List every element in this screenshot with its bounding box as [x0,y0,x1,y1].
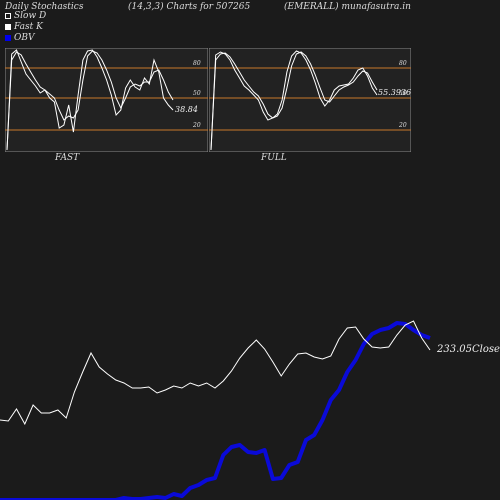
legend-label-obv: OBV [14,33,35,43]
chart-title: Daily Stochastics [5,2,84,12]
chart-params: (14,3,3) Charts for 507265 [128,2,251,12]
obv-line [0,321,431,500]
site-label: (EMERALL) munafasutra.in [284,2,411,12]
full-last-value: 55.3936 [378,88,411,97]
fast-stochastic-panel: 80 50 20 38.84 [5,48,208,152]
legend-slow-d: Slow D [5,11,46,21]
fast-panel-label: FAST [55,153,80,163]
full-fast-k-line [210,50,378,151]
close-price-line [0,320,431,426]
fast-level-label-20: 20 [192,122,201,129]
full-panel-background [209,48,411,152]
legend-label-fast-k: Fast K [14,22,43,32]
fast-level-label-80: 80 [193,60,201,67]
slow-d-swatch-icon [5,13,11,19]
legend-label-slow-d: Slow D [14,11,47,21]
full-level-label-50: 50 [399,90,407,97]
full-stochastic-panel: 80 50 20 55.3936 [209,48,411,152]
legend-obv: OBV [5,33,35,43]
fast-slow-d-line [6,50,174,151]
fast-fast-k-line [6,49,174,151]
full-level-label-80: 80 [399,60,407,67]
fast-k-swatch-icon [5,24,11,30]
legend-fast-k: Fast K [5,22,43,32]
last-close-label: 233.05Close [436,344,500,355]
obv-swatch-icon [5,35,11,41]
full-panel-label: FULL [261,153,287,163]
fast-level-label-50: 50 [193,90,201,97]
fast-panel-background [5,48,208,152]
fast-last-value: 38.84 [175,105,198,114]
full-slow-d-line [210,51,378,151]
full-level-label-20: 20 [398,122,407,129]
